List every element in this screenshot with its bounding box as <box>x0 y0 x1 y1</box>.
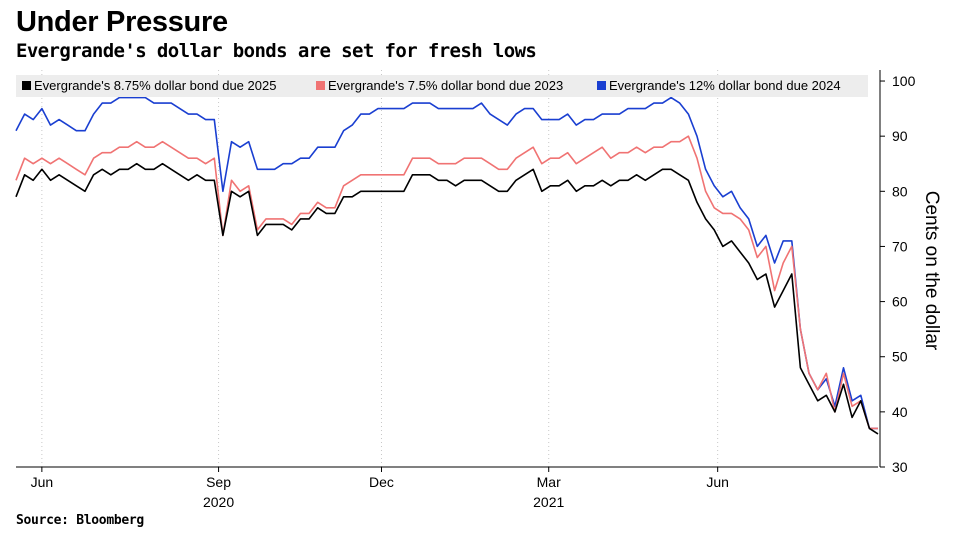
y-tick-label: 80 <box>892 183 908 199</box>
legend-swatch-s2023 <box>316 81 325 90</box>
legend-swatch-s2024 <box>597 81 606 90</box>
source-note: Source: Bloomberg <box>16 513 144 528</box>
y-tick-label: 100 <box>892 73 916 89</box>
x-tick-label: Jun <box>31 474 54 490</box>
legend-swatch-s2025 <box>22 81 31 90</box>
legend-box <box>16 75 868 97</box>
series-line-s2024 <box>15 96 878 430</box>
chart-subtitle: Evergrande's dollar bonds are set for fr… <box>16 40 537 62</box>
series-line-s2023 <box>15 135 878 430</box>
y-tick-label: 60 <box>892 294 908 310</box>
y-tick-label: 50 <box>892 349 908 365</box>
y-tick-label: 70 <box>892 238 908 254</box>
legend-label-s2024: Evergrande's 12% dollar bond due 2024 <box>609 78 841 93</box>
x-tick-label: Mar <box>537 474 561 490</box>
y-tick-label: 90 <box>892 128 908 144</box>
x-tick-label: Dec <box>369 474 394 490</box>
x-tick-year-label: 2020 <box>203 494 234 510</box>
x-tick-label: Sep <box>206 474 231 490</box>
x-tick-label: Jun <box>706 474 729 490</box>
x-tick-year-label: 2021 <box>533 494 564 510</box>
legend-label-s2025: Evergrande's 8.75% dollar bond due 2025 <box>34 78 276 93</box>
y-tick-label: 30 <box>892 459 908 475</box>
legend-label-s2023: Evergrande's 7.5% dollar bond due 2023 <box>328 78 563 93</box>
y-tick-label: 40 <box>892 404 908 420</box>
y-axis-label: Cents on the dollar <box>921 191 942 351</box>
series-line-s2025 <box>15 162 879 435</box>
chart-title: Under Pressure <box>16 6 228 38</box>
